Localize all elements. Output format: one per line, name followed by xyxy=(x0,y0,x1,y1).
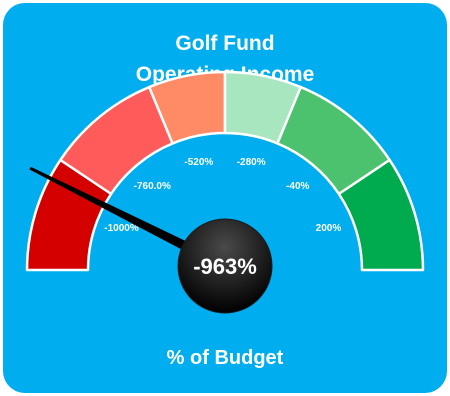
gauge-needle-group: -963% xyxy=(29,166,273,314)
card-background xyxy=(3,3,447,393)
gauge-needle xyxy=(29,166,228,271)
tick-label-40: -40% xyxy=(286,181,309,192)
gauge-tick-labels: -1000% -760.0% -520% -280% -40% 200% xyxy=(104,157,341,234)
tick-label-280: -280% xyxy=(237,157,266,168)
chart-title-line1: Golf Fund xyxy=(175,32,274,55)
tick-label-1000: -1000% xyxy=(104,223,139,234)
tick-label-520: -520% xyxy=(184,157,213,168)
gauge-bands xyxy=(25,70,425,272)
tick-label-760-0: -760.0% xyxy=(134,181,171,192)
tick-label-200: 200% xyxy=(316,223,342,234)
gauge-value-label: -963% xyxy=(193,254,257,279)
gauge-band-6 xyxy=(337,158,425,272)
gauge-hub xyxy=(177,218,273,314)
gauge-footer-label: % of Budget xyxy=(167,347,284,369)
